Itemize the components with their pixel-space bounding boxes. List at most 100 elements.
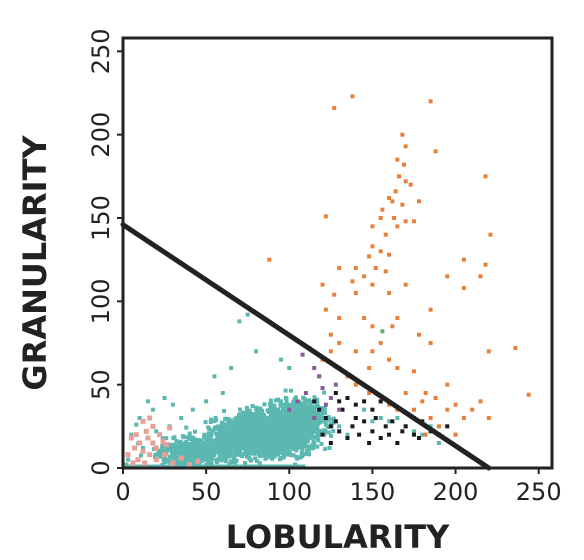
teal-point <box>195 455 200 460</box>
orange-point <box>478 399 483 404</box>
teal-point <box>276 439 281 444</box>
teal-point <box>322 406 327 411</box>
teal-point <box>184 455 189 460</box>
teal-point <box>306 452 311 457</box>
orange-point <box>380 207 385 212</box>
teal-point <box>323 446 328 451</box>
teal-point <box>202 440 207 445</box>
teal-point <box>280 435 285 440</box>
black-point <box>312 399 317 404</box>
black-point <box>350 424 355 429</box>
teal-point <box>272 403 277 408</box>
teal-point <box>230 421 235 426</box>
orange-point <box>445 274 450 279</box>
teal-point <box>291 453 296 458</box>
teal-point <box>198 445 203 450</box>
orange-point <box>397 174 402 179</box>
teal-point <box>296 431 301 436</box>
teal-point <box>228 464 232 468</box>
teal-point <box>140 464 144 468</box>
teal-point <box>220 391 225 395</box>
teal-point <box>258 416 263 421</box>
teal-point <box>321 411 326 416</box>
teal-point <box>260 409 265 414</box>
teal-point <box>320 416 325 420</box>
teal-point <box>257 454 262 459</box>
orange-point <box>428 341 433 345</box>
teal-point <box>309 446 314 451</box>
teal-point <box>315 397 320 402</box>
teal-point <box>225 424 230 429</box>
teal-point <box>236 418 241 423</box>
teal-point <box>302 396 307 401</box>
teal-point <box>197 442 202 447</box>
teal-point <box>228 454 233 459</box>
teal-point <box>260 464 264 468</box>
teal-point <box>158 454 163 459</box>
teal-point <box>254 421 259 426</box>
teal-point <box>179 416 184 420</box>
teal-point <box>236 425 241 430</box>
teal-point <box>245 415 250 420</box>
teal-point <box>314 416 319 421</box>
teal-point <box>261 440 266 445</box>
teal-point <box>304 444 309 449</box>
pink-point <box>133 432 139 438</box>
teal-point <box>204 435 209 440</box>
black-point <box>362 399 367 404</box>
teal-point <box>309 421 314 426</box>
data-points <box>124 94 531 469</box>
teal-point <box>282 409 287 414</box>
teal-point <box>256 464 260 468</box>
teal-point <box>167 444 172 449</box>
pink-point <box>132 445 138 451</box>
black-point <box>357 432 362 437</box>
teal-point <box>292 444 297 449</box>
teal-point <box>166 464 170 468</box>
teal-point <box>301 438 306 443</box>
teal-point <box>232 447 237 452</box>
teal-point <box>260 426 265 431</box>
teal-point <box>232 443 237 448</box>
teal-point <box>202 435 207 440</box>
black-point <box>383 424 388 429</box>
teal-point <box>256 426 261 431</box>
teal-point <box>312 411 317 416</box>
teal-point <box>217 447 222 452</box>
black-point <box>390 419 395 424</box>
teal-point <box>221 454 226 459</box>
teal-point <box>244 439 249 444</box>
purple-point <box>312 366 317 370</box>
teal-point <box>140 446 145 450</box>
teal-point <box>227 449 232 454</box>
teal-point <box>262 464 266 468</box>
teal-point <box>243 445 248 450</box>
teal-point <box>300 454 305 459</box>
teal-point <box>276 448 281 453</box>
teal-point <box>319 406 324 411</box>
teal-point <box>259 411 264 416</box>
teal-point <box>309 407 314 412</box>
teal-point <box>326 430 331 435</box>
orange-point <box>428 307 433 312</box>
teal-point <box>180 464 184 468</box>
teal-point <box>249 434 254 439</box>
teal-point <box>274 464 278 468</box>
teal-point <box>264 464 268 468</box>
teal-point <box>203 420 208 425</box>
orange-point <box>337 341 342 345</box>
teal-point <box>227 440 232 445</box>
teal-point <box>218 464 222 468</box>
teal-point <box>322 390 327 395</box>
orange-point <box>403 144 408 149</box>
teal-point <box>306 424 311 429</box>
teal-point <box>250 403 255 408</box>
teal-point <box>212 438 217 443</box>
teal-point <box>250 424 255 429</box>
teal-point <box>239 434 244 439</box>
teal-point <box>237 422 242 427</box>
teal-point <box>210 464 214 468</box>
teal-point <box>315 422 320 427</box>
teal-point <box>225 443 230 448</box>
teal-point <box>326 425 331 430</box>
